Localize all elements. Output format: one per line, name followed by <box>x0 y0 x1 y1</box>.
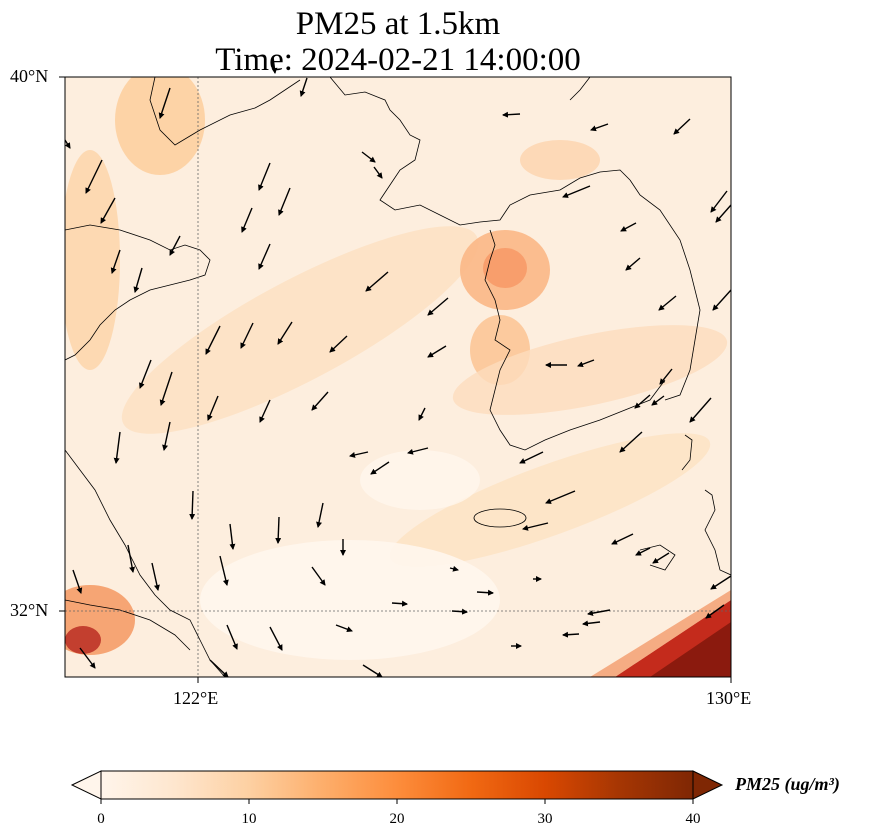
wind-arrow <box>271 56 278 74</box>
wind-arrow <box>427 297 449 316</box>
axis-ticks <box>59 76 732 683</box>
colorbar-tick-10: 10 <box>241 811 257 827</box>
wind-arrow <box>712 289 732 311</box>
wind-arrow <box>205 325 221 355</box>
wind-arrow <box>100 197 116 224</box>
wind-arrow <box>373 166 383 179</box>
wind-arrow <box>169 235 181 256</box>
wind-arrow <box>519 451 544 464</box>
wind-arrow <box>139 359 152 389</box>
lat-label-40n: 40°N <box>10 66 49 86</box>
wind-arrow <box>619 431 643 453</box>
wind-arrow <box>209 659 229 678</box>
lat-label-32n: 32°N <box>10 600 49 620</box>
wind-arrow <box>522 522 549 531</box>
wind-arrow <box>329 335 348 353</box>
map-title: PM25 at 1.5km <box>295 6 501 42</box>
wind-arrow <box>365 271 389 292</box>
wind-arrow <box>277 321 293 345</box>
colorbar-tick-30: 30 <box>537 811 553 827</box>
pm25-field <box>65 77 731 677</box>
wind-arrow <box>577 359 595 368</box>
lon-label-122e: 122°E <box>173 688 219 708</box>
wind-arrow <box>269 626 283 651</box>
wind-arrow <box>545 490 576 504</box>
wind-arrow <box>299 77 308 97</box>
wind-arrow <box>64 139 71 149</box>
wind-arrow <box>258 243 271 270</box>
wind-arrow <box>651 395 665 406</box>
wind-arrow <box>590 123 609 132</box>
wind-arrow <box>705 604 725 619</box>
wind-arrow <box>361 151 376 163</box>
wind-arrow <box>391 600 408 607</box>
wind-arrow <box>189 490 196 520</box>
wind-arrow <box>158 87 171 119</box>
wind-arrow <box>110 249 121 274</box>
wind-arrow <box>502 111 521 118</box>
wind-arrow <box>611 533 634 545</box>
wind-arrow <box>427 345 447 358</box>
colorbar <box>70 770 724 804</box>
wind-arrow <box>241 207 253 233</box>
wind-arrow <box>349 451 369 458</box>
wind-arrow <box>587 609 611 617</box>
wind-arrow <box>278 187 291 216</box>
wind-arrow <box>229 523 236 550</box>
wind-arrow <box>335 624 353 633</box>
wind-arrow <box>151 562 160 591</box>
wind-arrow <box>316 502 324 528</box>
wind-arrow <box>562 185 591 198</box>
wind-arrow <box>127 544 136 573</box>
wind-arrow <box>418 407 426 421</box>
colorbar-tick-20: 20 <box>389 811 405 827</box>
coastlines <box>65 77 731 677</box>
wind-arrow <box>311 391 329 411</box>
map-frame <box>64 76 732 678</box>
wind-arrow <box>311 566 326 586</box>
wind-arrow <box>133 267 143 293</box>
wind-arrow <box>652 552 670 564</box>
wind-arrow <box>582 620 601 627</box>
wind-vectors <box>64 56 732 678</box>
lon-label-130e: 130°E <box>706 688 752 708</box>
wind-arrow <box>79 647 96 669</box>
wind-arrow <box>407 447 429 455</box>
wind-arrow <box>635 547 651 556</box>
wind-arrow <box>562 631 580 638</box>
wind-arrow <box>710 575 732 590</box>
wind-arrow <box>162 421 171 451</box>
wind-arrow <box>673 118 691 135</box>
colorbar-label: PM25 (ug/m³) <box>735 774 840 794</box>
wind-arrow <box>620 222 637 232</box>
wind-arrow <box>159 371 173 406</box>
wind-arrow <box>715 204 732 223</box>
wind-arrow <box>370 461 390 475</box>
wind-arrow <box>362 664 383 678</box>
wind-arrow <box>710 190 728 213</box>
gridlines <box>65 77 731 677</box>
wind-arrow <box>658 295 677 311</box>
wind-arrow <box>85 159 103 194</box>
wind-arrow <box>219 555 229 586</box>
wind-arrow <box>659 368 673 385</box>
wind-arrow <box>72 569 83 594</box>
wind-arrow <box>226 624 238 650</box>
wind-arrow <box>449 565 459 572</box>
wind-arrow <box>275 516 282 544</box>
wind-arrow <box>113 431 121 464</box>
wind-arrow <box>207 395 219 421</box>
wind-arrow <box>240 322 254 349</box>
wind-arrow <box>258 162 271 191</box>
wind-arrow <box>625 257 641 271</box>
wind-arrow <box>451 608 468 615</box>
wind-arrow <box>476 589 494 596</box>
wind-arrow <box>634 394 651 409</box>
wind-arrow <box>689 397 712 423</box>
wind-arrow <box>259 399 271 423</box>
colorbar-tick-40: 40 <box>685 811 701 827</box>
colorbar-tick-0: 0 <box>97 811 105 827</box>
